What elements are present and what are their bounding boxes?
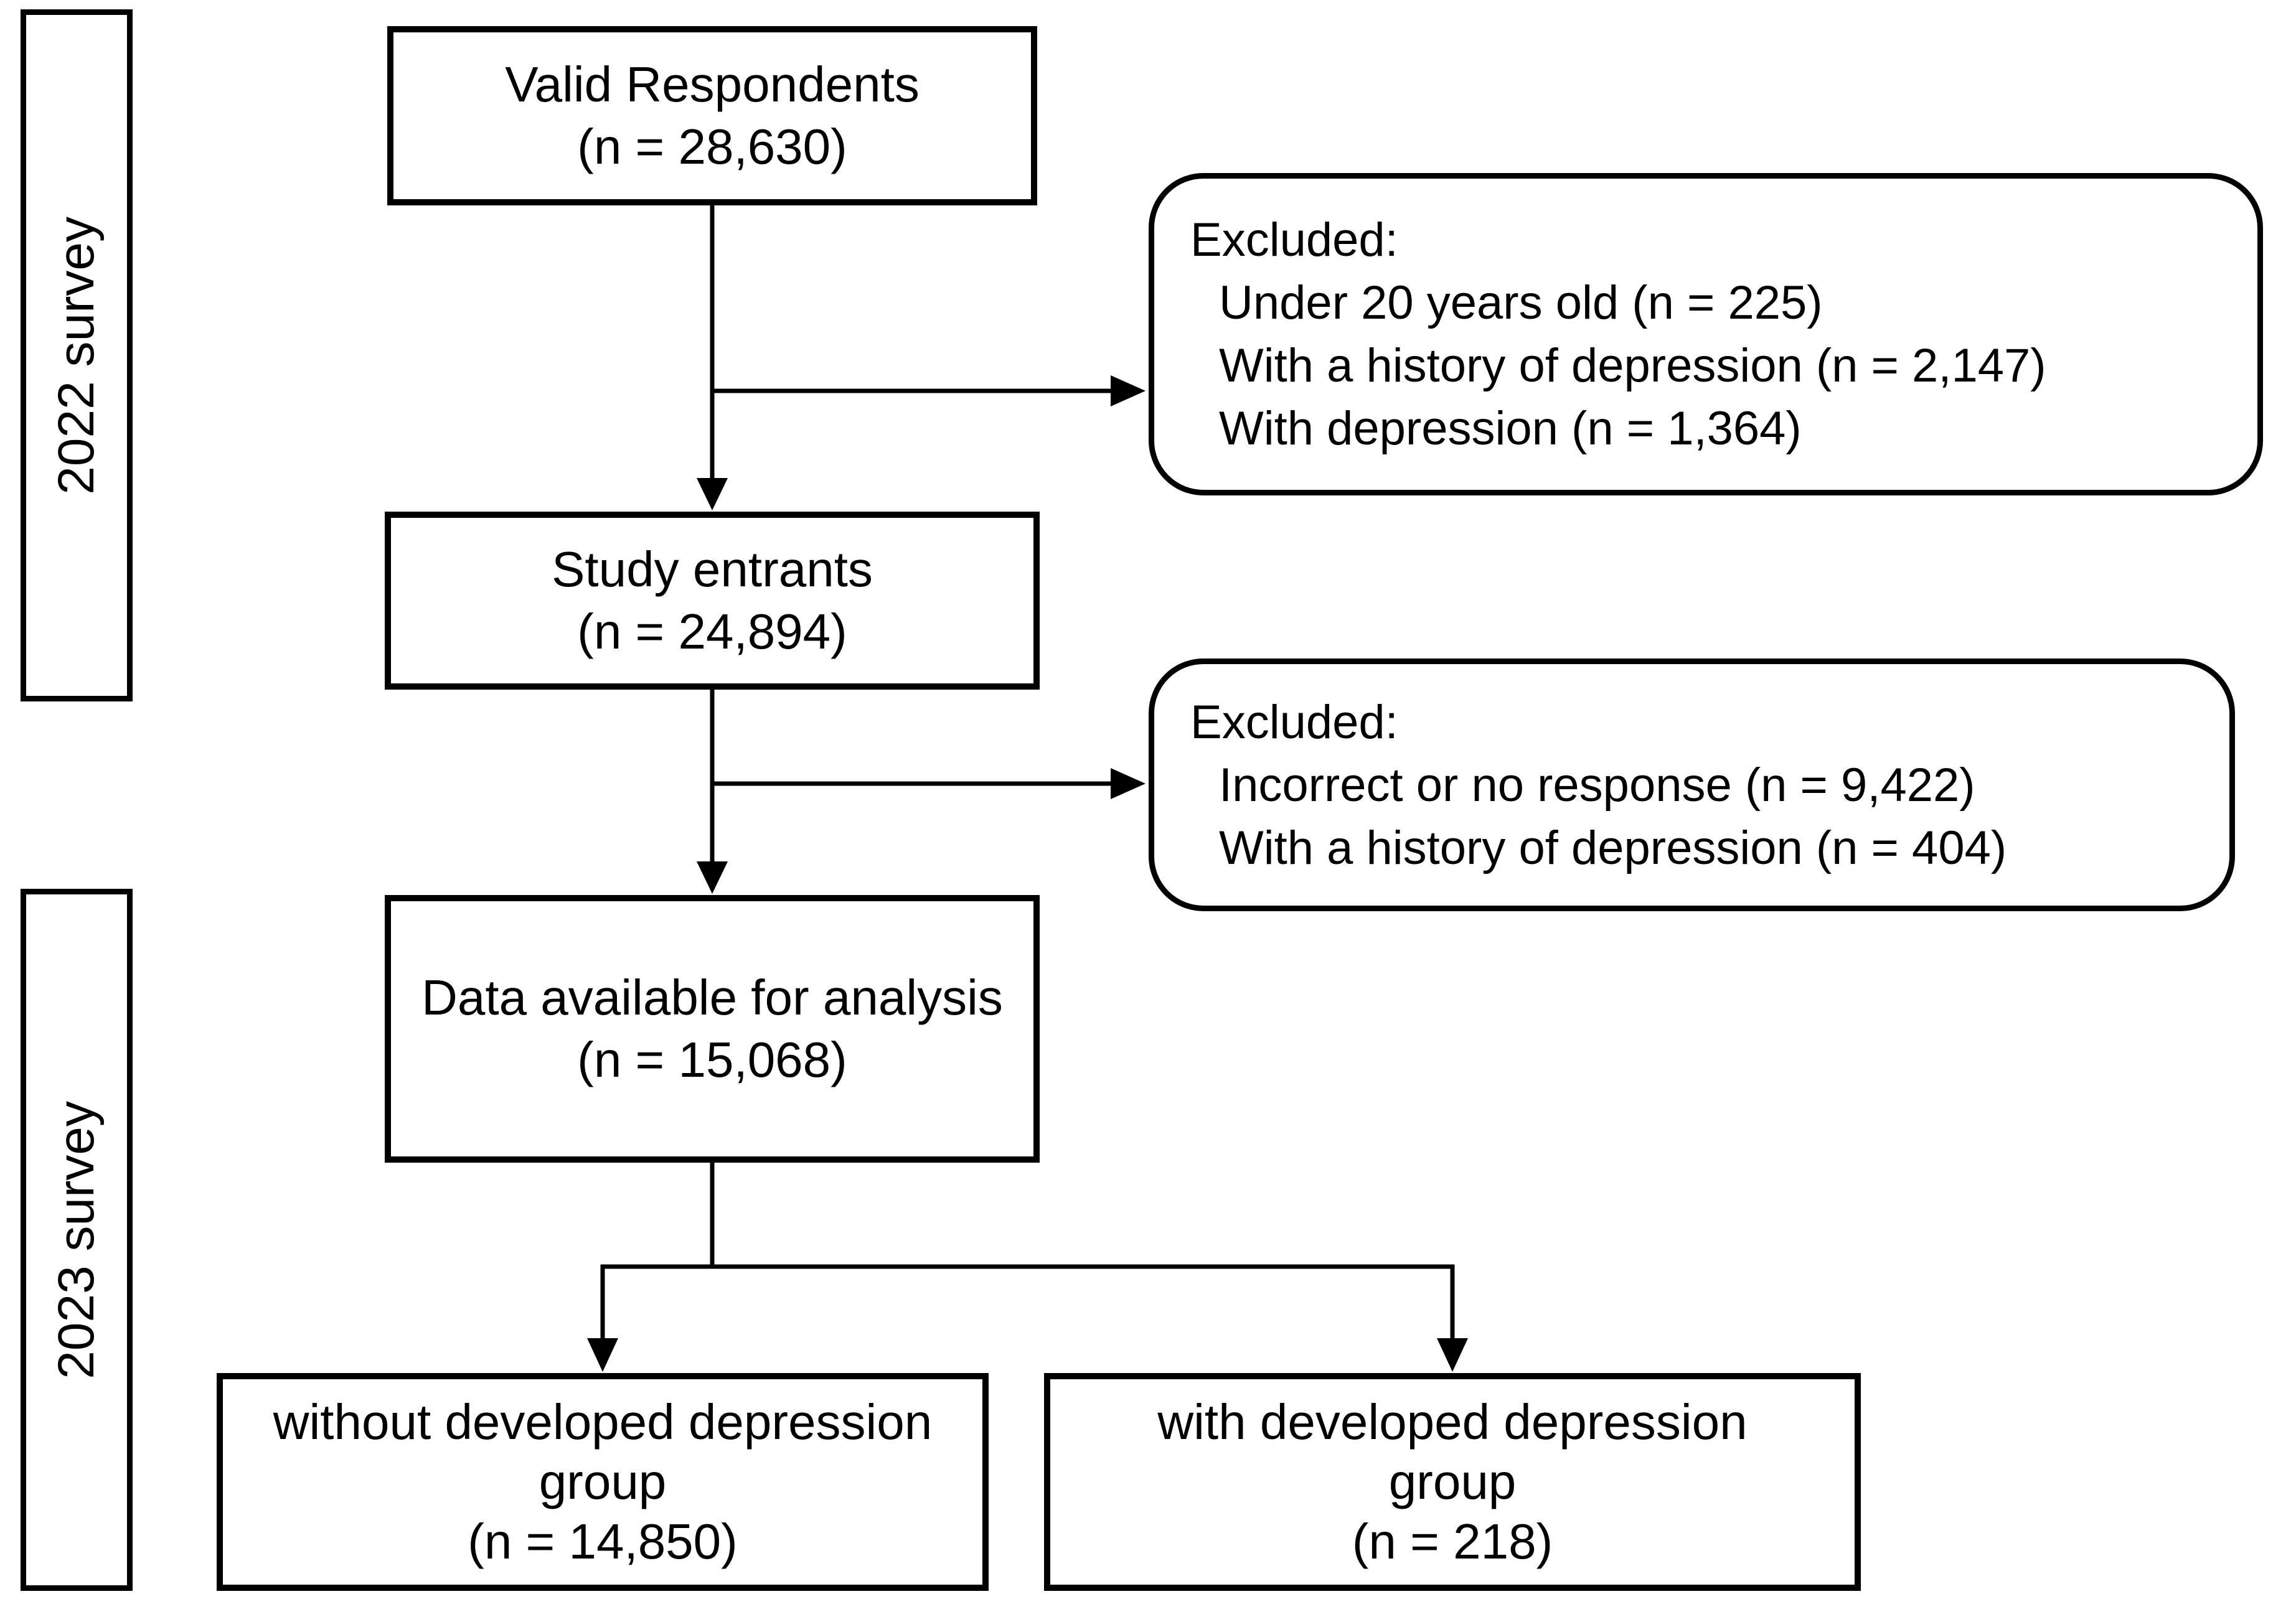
- arrowhead-into-exclusion-2: [1111, 768, 1146, 799]
- arrowhead-into-exclusion-1: [1111, 375, 1146, 406]
- box-title: Valid Respondents: [505, 57, 920, 112]
- arrowhead-into-with-group: [1437, 1338, 1468, 1372]
- phase-box-2022-survey: 2022 survey: [21, 9, 133, 701]
- phase-box-2023-survey: 2023 survey: [21, 889, 133, 1591]
- arrowhead-into-without-group: [587, 1338, 618, 1372]
- box-count: (n = 218): [1352, 1514, 1553, 1569]
- box-valid-respondents: Valid Respondents (n = 28,630): [387, 26, 1037, 205]
- exclusion-box-after-valid-respondents: Excluded: Under 20 years old (n = 225) W…: [1149, 173, 2263, 495]
- box-study-entrants: Study entrants (n = 24,894): [385, 512, 1040, 690]
- box-count: (n = 24,894): [577, 604, 847, 659]
- box-title: with developed depression: [1157, 1394, 1748, 1450]
- phase-label-2023-survey: 2023 survey: [48, 1100, 105, 1379]
- arrowhead-into-study-entrants: [697, 478, 728, 510]
- exclusion-item: With depression (n = 1,364): [1219, 402, 1802, 455]
- box-title-2: group: [1388, 1454, 1517, 1509]
- exclusion-box-after-study-entrants: Excluded: Incorrect or no response (n = …: [1149, 659, 2235, 911]
- phase-label-2022-survey: 2022 survey: [48, 216, 105, 495]
- box-count: (n = 15,068): [577, 1032, 847, 1087]
- box-count: (n = 14,850): [468, 1514, 738, 1569]
- box-title: Study entrants: [552, 541, 873, 597]
- exclusion-header: Excluded:: [1190, 213, 1398, 266]
- box-title-2: group: [539, 1454, 667, 1509]
- box-without-developed-depression-group: without developed depression group (n = …: [217, 1373, 989, 1591]
- exclusion-item: Under 20 years old (n = 225): [1219, 276, 1823, 329]
- box-data-available-for-analysis: Data available for analysis (n = 15,068): [385, 895, 1040, 1163]
- exclusion-item: With a history of depression (n = 404): [1219, 821, 2007, 874]
- box-title: without developed depression: [273, 1394, 933, 1450]
- box-with-developed-depression-group: with developed depression group (n = 218…: [1044, 1373, 1861, 1591]
- exclusion-item: With a history of depression (n = 2,147): [1219, 339, 2046, 392]
- exclusion-item: Incorrect or no response (n = 9,422): [1219, 758, 1975, 812]
- exclusion-header: Excluded:: [1190, 695, 1398, 749]
- box-count: (n = 28,630): [577, 119, 847, 174]
- box-title: Data available for analysis: [421, 970, 1003, 1025]
- arrowhead-into-data-available: [697, 861, 728, 894]
